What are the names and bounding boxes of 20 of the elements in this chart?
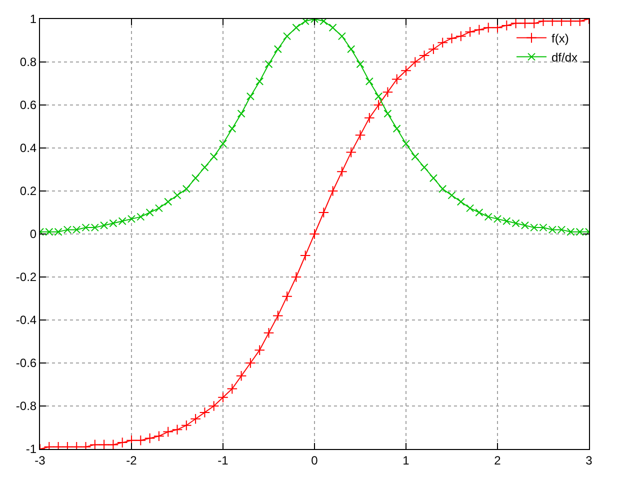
legend-label: f(x) <box>552 31 569 46</box>
y-tick-label: -0.6 <box>16 356 37 370</box>
x-tick-label: 1 <box>402 453 410 468</box>
y-tick-label: 1 <box>30 12 37 26</box>
y-tick-label: -0.2 <box>16 270 37 284</box>
x-tick-label: 3 <box>586 453 593 468</box>
x-tick-label: 2 <box>494 453 502 468</box>
x-tick-label: -1 <box>218 453 229 468</box>
y-tick-label: -0.4 <box>16 313 37 328</box>
y-tick-label: 0.2 <box>20 184 37 198</box>
x-tick-label: -2 <box>126 453 138 468</box>
y-tick-label: 0.4 <box>20 141 37 156</box>
x-tick-label: 0 <box>311 453 318 468</box>
x-tick-label: -3 <box>34 453 46 468</box>
legend-label: df/dx <box>552 50 578 64</box>
y-tick-label: 0.8 <box>20 55 37 70</box>
y-tick-label: 0.6 <box>20 98 37 112</box>
y-tick-label: -1 <box>26 442 37 456</box>
y-tick-label: 0 <box>30 227 37 242</box>
y-tick-label: -0.8 <box>16 399 37 414</box>
